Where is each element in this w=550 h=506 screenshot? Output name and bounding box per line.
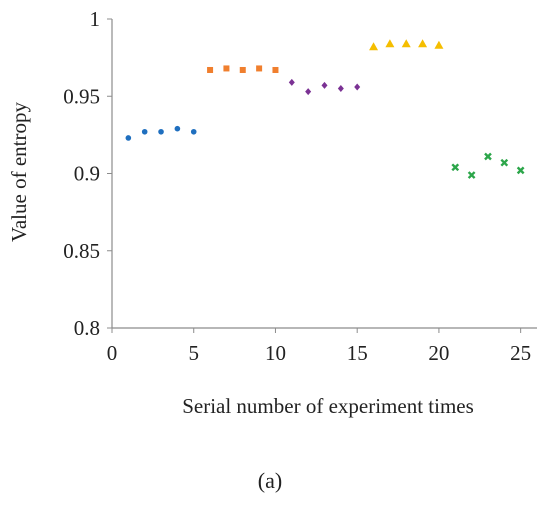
data-point [174,125,181,132]
data-point [158,128,164,135]
y-tick-label: 0.85 [63,239,100,263]
x-tick-label: 10 [265,341,286,365]
data-point [467,171,476,179]
data-point [354,83,361,91]
ticks-layer: 0 5 10 15 20 25 0.8 0.85 0.9 0.95 1 [63,7,531,365]
x-tick-label: 0 [107,341,118,365]
data-point [125,135,132,141]
data-point [401,39,411,48]
data-point [516,166,525,175]
figure-caption: (a) [258,468,282,493]
y-tick-label: 0.95 [63,84,100,108]
data-point-stroke [516,166,525,175]
x-tick-label: 20 [428,341,449,365]
data-point [288,78,295,86]
x-axis-title: Serial number of experiment times [182,394,474,418]
points-layer [125,39,525,179]
data-point [190,128,197,135]
y-tick-label: 0.8 [74,316,100,340]
data-point [500,158,509,167]
data-point-stroke [467,171,476,179]
data-point-stroke [451,163,460,172]
x-tick-label: 15 [347,341,368,365]
data-point [434,40,444,49]
data-point [484,152,492,161]
data-point [337,85,344,93]
x-tick-label: 5 [188,341,199,365]
data-point [369,42,379,51]
data-point-stroke [484,152,492,161]
data-point [385,39,395,48]
data-point [321,81,328,89]
data-point [207,66,214,73]
data-point [451,163,460,172]
data-point [272,66,279,73]
data-point [305,88,312,96]
data-point [223,65,230,72]
x-tick-label: 25 [510,341,531,365]
y-tick-label: 1 [90,7,101,31]
y-axis-title: Value of entropy [7,102,31,242]
data-point [418,39,428,48]
data-point [256,65,263,72]
data-point-stroke [500,158,509,167]
y-tick-label: 0.9 [74,162,100,186]
data-point [239,66,246,73]
data-point [141,128,148,135]
